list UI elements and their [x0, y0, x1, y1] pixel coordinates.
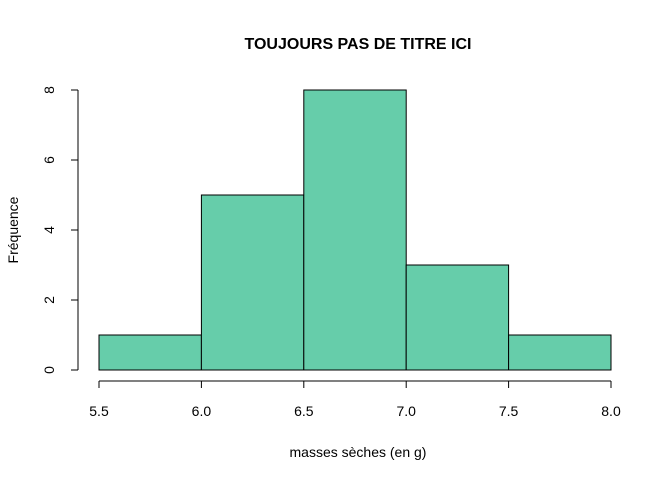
y-axis: 0 2 4 6 8 — [41, 86, 79, 374]
x-axis: 5.5 6.0 6.5 7.0 7.5 8.0 — [89, 380, 621, 419]
histogram-bar-2 — [303, 89, 407, 371]
histogram-bar-1 — [200, 194, 305, 371]
y-tick-label-3: 6 — [41, 156, 57, 164]
x-tick-label-5: 8.0 — [601, 403, 621, 419]
x-tick-label-2: 6.5 — [294, 403, 314, 419]
bars-group — [98, 89, 612, 371]
x-tick-label-0: 5.5 — [89, 403, 109, 419]
histogram-bar-0 — [98, 334, 202, 371]
histogram-bar-3 — [405, 264, 510, 371]
y-tick-label-1: 2 — [41, 296, 57, 304]
chart-title: TOUJOURS PAS DE TITRE ICI — [245, 36, 472, 53]
x-tick-label-3: 7.0 — [396, 403, 416, 419]
y-tick-label-2: 4 — [41, 226, 57, 234]
x-tick-label-1: 6.0 — [192, 403, 212, 419]
y-axis-title: Fréquence — [5, 196, 21, 263]
y-tick-label-0: 0 — [41, 366, 57, 374]
x-axis-title: masses sèches (en g) — [290, 444, 427, 460]
x-tick-label-4: 7.5 — [499, 403, 519, 419]
histogram-bar-4 — [508, 334, 612, 371]
y-tick-label-4: 8 — [41, 86, 57, 94]
